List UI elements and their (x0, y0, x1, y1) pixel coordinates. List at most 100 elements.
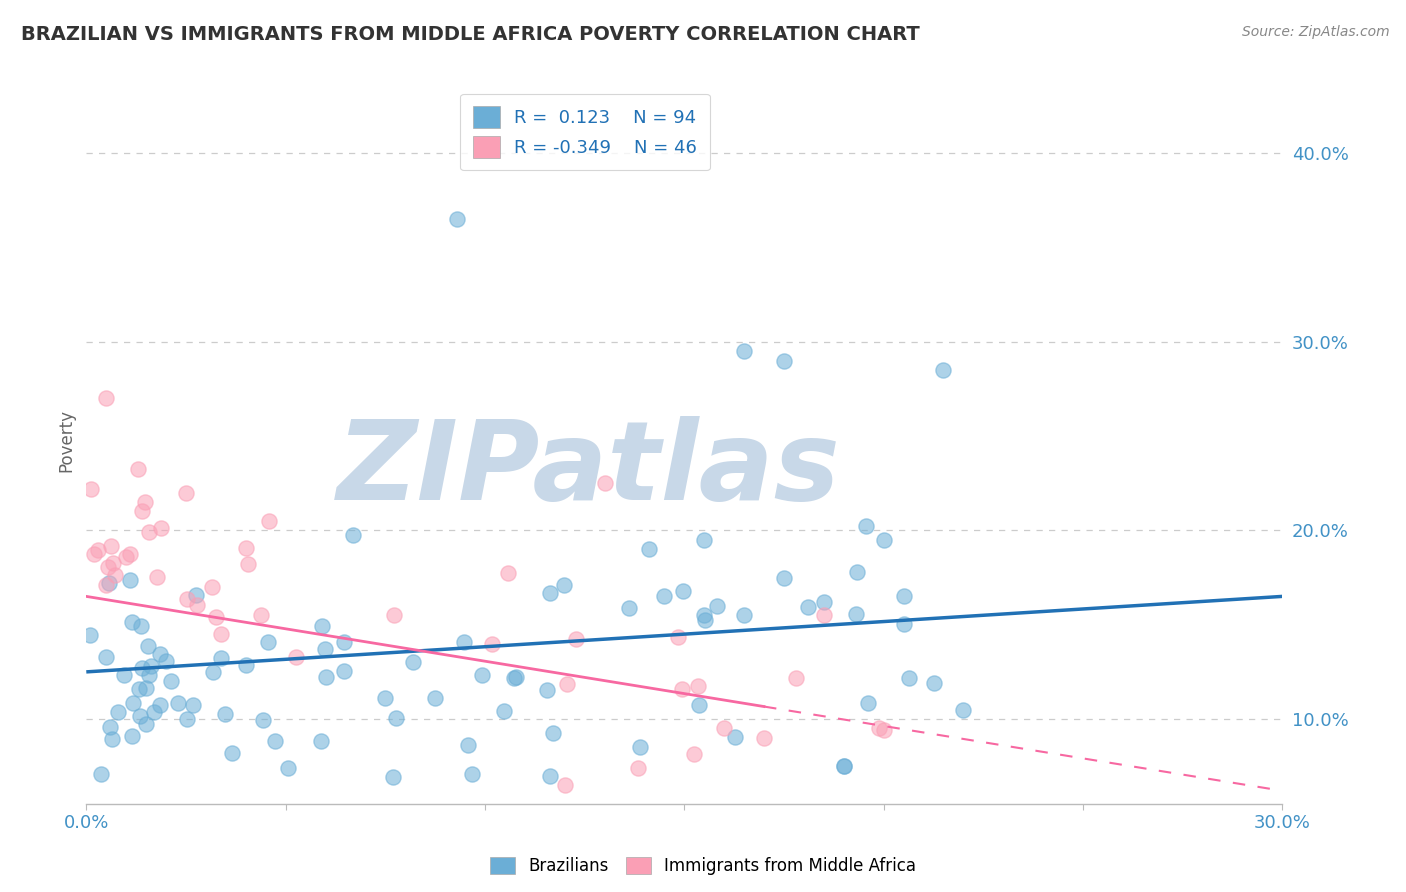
Point (503, 671, 526, 685)
Point (898, 671, 921, 685)
Point (382, 770, 405, 784)
Point (565, 632, 588, 647)
Text: Source: ZipAtlas.com: Source: ZipAtlas.com (1241, 25, 1389, 39)
Point (724, 730, 747, 744)
Point (131, 660, 153, 674)
Point (97, 559, 120, 574)
Point (832, 759, 855, 773)
Point (385, 711, 408, 725)
Point (627, 761, 650, 775)
Point (90, 767, 112, 781)
Point (285, 649, 308, 664)
Point (214, 706, 236, 721)
Point (235, 658, 257, 673)
Point (686, 679, 709, 693)
Point (538, 585, 561, 599)
Point (138, 525, 160, 540)
Point (402, 655, 425, 669)
Point (695, 613, 717, 627)
Point (166, 696, 188, 710)
Legend: R =  0.123    N = 94, R = -0.349    N = 46: R = 0.123 N = 94, R = -0.349 N = 46 (460, 94, 710, 170)
Point (238, 557, 260, 571)
Point (135, 681, 157, 695)
Point (235, 541, 257, 555)
Point (127, 462, 149, 476)
Point (128, 682, 150, 697)
Point (453, 634, 475, 648)
Point (856, 696, 879, 710)
Point (129, 619, 152, 633)
Point (101, 731, 124, 746)
Point (536, 682, 558, 697)
Text: BRAZILIAN VS IMMIGRANTS FROM MIDDLE AFRICA POVERTY CORRELATION CHART: BRAZILIAN VS IMMIGRANTS FROM MIDDLE AFRI… (21, 25, 920, 44)
Point (121, 730, 143, 744)
Point (311, 619, 333, 633)
Point (893, 590, 915, 604)
Point (176, 712, 198, 726)
Point (733, 344, 755, 359)
Point (174, 485, 197, 500)
Point (785, 671, 807, 685)
Point (118, 573, 141, 587)
Point (114, 550, 136, 565)
Point (135, 716, 157, 731)
Point (201, 580, 224, 594)
Point (264, 734, 287, 748)
Point (593, 476, 616, 491)
Point (496, 566, 519, 580)
Point (142, 705, 165, 719)
Point (149, 647, 172, 661)
Point (773, 570, 796, 584)
Point (121, 696, 143, 710)
Point (176, 592, 198, 607)
Point (186, 598, 208, 612)
Point (314, 642, 336, 657)
Point (128, 709, 150, 723)
Point (893, 617, 915, 632)
Point (138, 667, 160, 681)
Point (333, 664, 356, 678)
Point (446, 211, 468, 226)
Point (250, 608, 273, 623)
Point (752, 731, 775, 745)
Point (688, 698, 710, 713)
Point (540, 769, 562, 783)
Point (543, 726, 565, 740)
Point (209, 650, 232, 665)
Point (121, 615, 143, 629)
Point (96, 577, 118, 591)
Point (494, 704, 516, 718)
Point (693, 533, 716, 547)
Point (554, 778, 576, 792)
Point (100, 539, 122, 553)
Point (112, 667, 135, 681)
Point (131, 504, 153, 518)
Point (181, 698, 204, 712)
Point (671, 682, 693, 697)
Point (120, 547, 142, 561)
Point (149, 698, 172, 713)
Point (277, 761, 299, 775)
Point (107, 705, 129, 719)
Point (86, 543, 108, 558)
Point (98, 720, 121, 734)
Point (96, 391, 118, 405)
Point (672, 583, 695, 598)
Point (79, 628, 101, 642)
Point (773, 353, 796, 368)
Point (628, 739, 651, 754)
Point (382, 607, 405, 622)
Point (139, 659, 162, 673)
Point (553, 578, 575, 592)
Point (315, 671, 337, 685)
Point (309, 734, 332, 748)
Point (209, 627, 232, 641)
Point (652, 590, 675, 604)
Point (204, 610, 226, 624)
Point (638, 541, 661, 556)
Point (505, 670, 527, 684)
Point (617, 600, 640, 615)
Point (693, 608, 716, 623)
Point (134, 495, 156, 509)
Point (461, 767, 484, 781)
